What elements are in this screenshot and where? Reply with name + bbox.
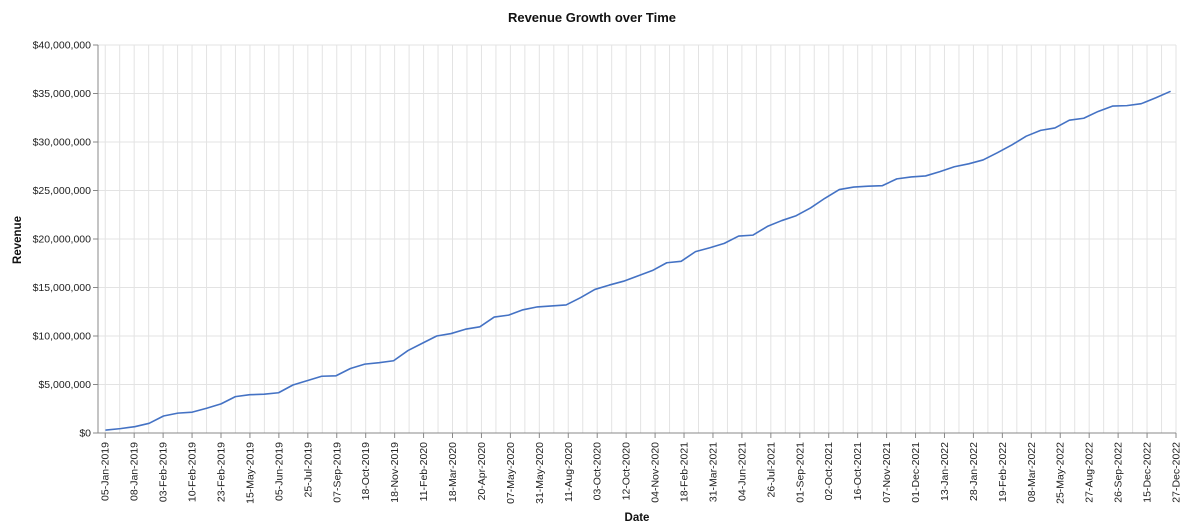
revenue-series-line [105,90,1171,431]
x-tick-label: 13-Jan-2022 [939,442,951,501]
x-tick-label: 31-Mar-2021 [707,442,719,502]
x-tick-label: 03-Oct-2020 [592,442,604,501]
x-tick-label: 18-Oct-2019 [360,442,372,501]
x-tick-label: 25-Jul-2019 [302,442,314,498]
x-tick-label: 11-Feb-2020 [418,442,430,502]
x-tick-label: 28-Jan-2022 [968,442,980,501]
x-tick-label: 27-Dec-2022 [1171,442,1183,503]
x-tick-label: 01-Dec-2021 [910,442,922,503]
y-tick-label: $30,000,000 [33,137,92,149]
x-tick-label: 26-Sep-2022 [1113,442,1125,503]
grid-layer [98,44,1177,434]
x-tick-label: 19-Feb-2022 [997,442,1009,502]
x-tick-label: 15-Dec-2022 [1142,442,1154,503]
x-tick-label: 08-Jan-2019 [129,442,141,501]
y-tick-label: $0 [79,428,91,440]
x-tick-label: 02-Oct-2021 [823,442,835,501]
x-tick-label: 27-Aug-2022 [1084,442,1096,503]
x-tick-label: 25-May-2022 [1055,442,1067,504]
y-tick-label: $35,000,000 [33,88,92,100]
y-axis-title: Revenue [12,216,24,264]
x-tick-label: 16-Oct-2021 [852,442,864,501]
x-tick-label: 07-Sep-2019 [331,442,343,503]
chart-title: Revenue Growth over Time [508,10,676,25]
x-tick-label: 23-Feb-2019 [215,442,227,502]
y-tick-label: $10,000,000 [33,331,92,343]
x-tick-label: 15-May-2019 [244,442,256,504]
y-tick-label: $40,000,000 [33,40,92,52]
series-layer [105,90,1171,431]
x-tick-label: 07-Nov-2021 [881,442,893,503]
x-axis-title: Date [625,512,650,524]
x-tick-label: 26-Jul-2021 [765,442,777,498]
axis-layer: $0 $5,000,000 $10,000,000 $15,000,000 $20,00… [33,40,1183,504]
x-tick-label: 18-Feb-2021 [679,442,691,502]
x-tick-label: 10-Feb-2019 [187,442,199,502]
x-tick-label: 18-Mar-2020 [447,442,459,502]
x-tick-label: 31-May-2020 [534,442,546,504]
x-tick-label: 04-Nov-2020 [650,442,662,503]
x-tick-label: 01-Sep-2021 [794,442,806,503]
x-tick-label: 12-Oct-2020 [621,442,633,501]
y-tick-label: $5,000,000 [38,379,91,391]
x-tick-label: 11-Aug-2020 [563,442,575,502]
x-tick-label: 08-Mar-2022 [1026,442,1038,502]
y-tick-label: $15,000,000 [33,282,92,294]
x-tick-label: 07-May-2020 [505,442,517,504]
x-tick-label: 05-Jan-2019 [100,442,112,501]
x-tick-label: 20-Apr-2020 [476,442,488,501]
x-tick-label: 18-Nov-2019 [389,442,401,503]
x-tick-label: 05-Jun-2019 [273,442,285,501]
x-tick-label: 04-Jun-2021 [736,442,748,501]
y-tick-label: $25,000,000 [33,185,92,197]
y-tick-label: $20,000,000 [33,234,92,246]
x-tick-label: 03-Feb-2019 [158,442,170,502]
